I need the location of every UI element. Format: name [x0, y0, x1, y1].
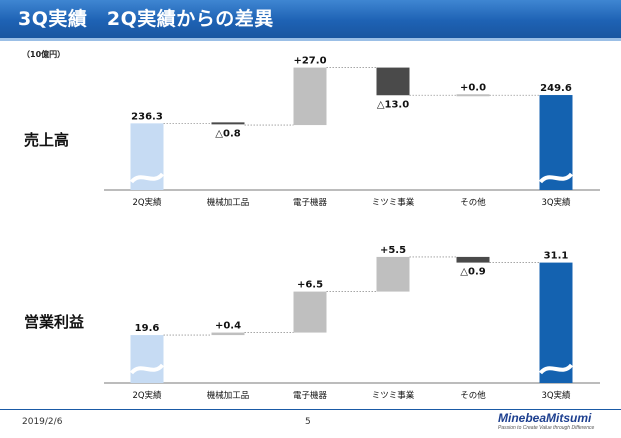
decrease-bar: [456, 256, 490, 263]
x-tick-label: その他: [460, 197, 486, 208]
axis-break-mark: [538, 172, 574, 184]
company-logo: MinebeaMitsumi Passion to Create Value t…: [498, 412, 616, 436]
decrease-bar: [211, 122, 245, 125]
title-underline: [0, 38, 621, 41]
unit-label: （10億円）: [22, 50, 66, 59]
data-label: △0.9: [460, 267, 485, 278]
end-bar: [539, 95, 573, 190]
data-label: 31.1: [544, 251, 569, 262]
x-tick-label: 3Q実績: [541, 197, 571, 208]
data-label: 249.6: [540, 83, 572, 94]
page-title: 3Q実績 2Q実績からの差異: [18, 8, 274, 30]
x-tick-label: 2Q実績: [132, 197, 162, 208]
footer-date: 2019/2/6: [22, 417, 63, 427]
profit-row-label: 営業利益: [24, 313, 85, 331]
axis-break-mark: [538, 363, 574, 375]
x-tick-label: 2Q実績: [132, 390, 162, 401]
axis-break-mark: [129, 363, 165, 375]
data-label: +5.5: [380, 245, 406, 256]
data-label: 236.3: [131, 111, 163, 122]
data-label: +0.0: [460, 82, 486, 93]
x-tick-label: 電子機器: [293, 197, 328, 208]
data-label: +27.0: [293, 56, 326, 67]
increase-bar: [293, 291, 327, 333]
logo-tagline: Passion to Create Value through Differen…: [498, 425, 595, 431]
decrease-bar: [376, 67, 410, 96]
x-tick-label: 3Q実績: [541, 390, 571, 401]
footer-divider: [0, 409, 621, 410]
data-label: △0.8: [215, 128, 240, 139]
x-tick-label: 電子機器: [293, 390, 328, 401]
axis-break-mark: [129, 172, 165, 184]
sales-row-label: 売上高: [24, 131, 70, 149]
increase-bar: [293, 67, 327, 126]
data-label: +6.5: [297, 280, 323, 291]
end-bar: [539, 262, 573, 383]
x-tick-label: 機械加工品: [207, 197, 250, 208]
x-tick-label: ミツミ事業: [372, 390, 415, 401]
increase-bar: [456, 94, 490, 97]
increase-bar: [376, 256, 410, 292]
data-label: △13.0: [377, 99, 409, 110]
start-bar: [130, 335, 164, 383]
data-label: 19.6: [135, 323, 160, 334]
page-number: 5: [305, 417, 311, 427]
x-tick-label: ミツミ事業: [372, 197, 415, 208]
x-tick-label: 機械加工品: [207, 390, 250, 401]
increase-bar: [211, 332, 245, 336]
logo-wordmark: MinebeaMitsumi: [498, 411, 592, 425]
data-label: +0.4: [215, 321, 241, 332]
x-tick-label: その他: [460, 390, 486, 401]
title-bar: 3Q実績 2Q実績からの差異: [0, 0, 621, 38]
